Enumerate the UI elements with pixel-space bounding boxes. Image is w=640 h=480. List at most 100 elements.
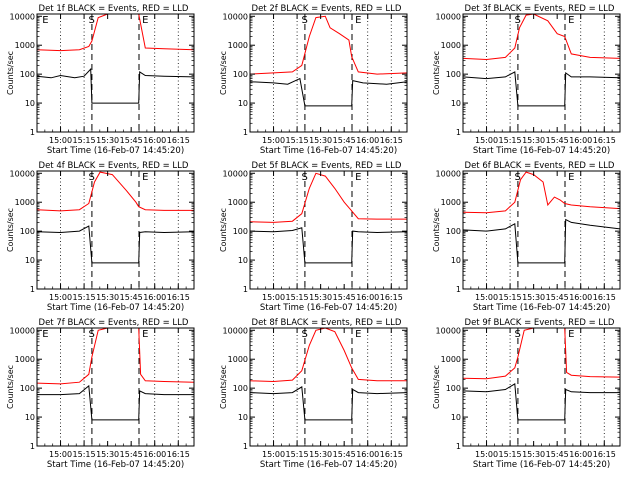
x-axis-label: Start Time (16-Feb-07 14:45:20): [47, 146, 184, 156]
y-tick-label: 10000: [223, 169, 248, 178]
chart-title: Det 4f BLACK = Events, RED = LLD: [39, 161, 189, 171]
x-tick-label: 15:30: [522, 136, 545, 145]
y-tick-label: 10: [451, 99, 461, 108]
series-line-lld: [463, 328, 620, 380]
marker-label: S: [301, 15, 307, 26]
y-tick-label: 10: [238, 99, 248, 108]
series-line-events: [463, 383, 620, 421]
x-tick-label: 15:00: [262, 450, 285, 459]
y-tick-label: 10: [25, 413, 35, 422]
y-axis-label: Counts/sec: [6, 51, 15, 95]
y-tick-label: 1: [243, 128, 248, 137]
y-tick-label: 10: [451, 413, 461, 422]
x-tick-label: 15:15: [286, 450, 309, 459]
y-tick-label: 1000: [441, 355, 461, 364]
series-line-lld: [37, 14, 194, 52]
chart-title: Det 9f BLACK = Events, RED = LLD: [465, 318, 615, 328]
x-tick-label: 15:45: [546, 136, 569, 145]
y-tick-label: 1000: [228, 41, 248, 50]
series-line-lld: [463, 14, 620, 61]
y-tick-label: 1000: [441, 198, 461, 207]
chart-title: Det 2f BLACK = Events, RED = LLD: [252, 4, 402, 14]
x-tick-label: 16:00: [143, 293, 166, 302]
x-tick-label: 15:30: [96, 450, 119, 459]
y-tick-label: 100: [233, 70, 248, 79]
chart-title: Det 8f BLACK = Events, RED = LLD: [252, 318, 402, 328]
marker-label: S: [88, 172, 94, 183]
series-line-lld: [37, 171, 194, 212]
series-line-lld: [463, 171, 620, 214]
y-tick-label: 1000: [15, 355, 35, 364]
y-axis-label: Counts/sec: [219, 51, 228, 95]
x-tick-label: 15:00: [262, 136, 285, 145]
series-line-events: [463, 71, 620, 107]
x-tick-label: 15:30: [522, 450, 545, 459]
x-tick-label: 16:15: [380, 450, 403, 459]
series-line-events: [37, 225, 194, 264]
x-tick-label: 16:15: [593, 136, 616, 145]
y-tick-label: 10000: [10, 326, 35, 335]
y-tick-label: 1000: [15, 198, 35, 207]
y-tick-label: 1: [456, 442, 461, 451]
y-tick-label: 1: [243, 442, 248, 451]
y-tick-label: 100: [20, 70, 35, 79]
x-tick-label: 15:45: [120, 136, 143, 145]
marker-label: S: [88, 329, 94, 340]
x-tick-label: 16:15: [380, 136, 403, 145]
x-tick-label: 15:30: [309, 450, 332, 459]
x-axis-label: Start Time (16-Feb-07 14:45:20): [47, 303, 184, 313]
x-tick-label: 15:30: [522, 293, 545, 302]
x-tick-label: 16:15: [593, 293, 616, 302]
y-tick-label: 1: [30, 442, 35, 451]
marker-label: E: [355, 172, 361, 183]
x-tick-label: 16:15: [167, 293, 190, 302]
y-tick-label: 100: [20, 227, 35, 236]
x-tick-label: 15:00: [475, 136, 498, 145]
series-line-events: [250, 386, 407, 421]
y-tick-label: 1: [30, 285, 35, 294]
x-tick-label: 15:15: [499, 450, 522, 459]
marker-label: E: [142, 15, 148, 26]
y-tick-label: 1: [456, 128, 461, 137]
y-tick-label: 10: [451, 256, 461, 265]
x-tick-label: 15:45: [546, 450, 569, 459]
x-axis-label: Start Time (16-Feb-07 14:45:20): [473, 460, 610, 470]
x-tick-label: 15:15: [73, 136, 96, 145]
x-tick-label: 15:45: [120, 450, 143, 459]
x-tick-label: 15:15: [73, 293, 96, 302]
x-tick-label: 15:15: [286, 293, 309, 302]
y-tick-label: 10000: [10, 12, 35, 21]
y-axis-label: Counts/sec: [6, 365, 15, 409]
marker-label: E: [142, 329, 148, 340]
x-tick-label: 15:15: [73, 450, 96, 459]
x-tick-label: 15:45: [546, 293, 569, 302]
y-tick-label: 10000: [436, 326, 461, 335]
marker-label: E: [568, 329, 574, 340]
x-tick-label: 15:45: [120, 293, 143, 302]
marker-label: S: [514, 329, 520, 340]
marker-label: E: [355, 329, 361, 340]
x-tick-label: 16:00: [569, 136, 592, 145]
chart-title: Det 7f BLACK = Events, RED = LLD: [39, 318, 189, 328]
marker-label: S: [301, 329, 307, 340]
x-tick-label: 16:15: [167, 136, 190, 145]
marker-label: S: [514, 15, 520, 26]
marker-label: E: [568, 172, 574, 183]
marker-label: E: [42, 15, 48, 26]
x-tick-label: 15:00: [475, 293, 498, 302]
marker-label: S: [88, 15, 94, 26]
marker-label: E: [568, 15, 574, 26]
marker-label: E: [142, 172, 148, 183]
y-tick-label: 1000: [228, 355, 248, 364]
y-tick-label: 1: [243, 285, 248, 294]
marker-label: S: [301, 172, 307, 183]
x-tick-label: 15:00: [262, 293, 285, 302]
marker-label: E: [355, 15, 361, 26]
